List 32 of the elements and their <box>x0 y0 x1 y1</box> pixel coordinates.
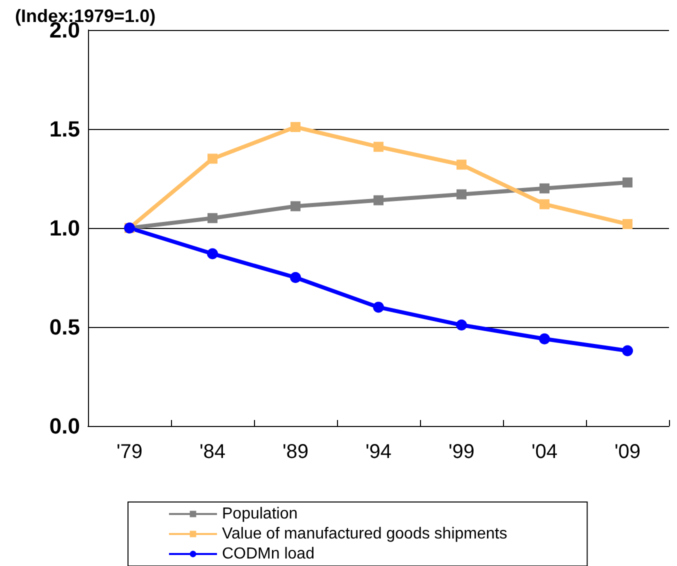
point <box>374 195 384 206</box>
point <box>540 183 550 194</box>
legend-label: CODMn load <box>222 546 314 562</box>
y-tick-label: 0.5 <box>49 314 80 340</box>
point <box>456 160 466 170</box>
point <box>622 219 632 230</box>
point <box>290 122 300 132</box>
point <box>622 177 632 188</box>
point <box>290 272 301 283</box>
point <box>539 333 550 344</box>
point <box>622 345 633 356</box>
point <box>208 154 218 164</box>
x-tick-label: '04 <box>531 441 558 463</box>
y-tick-label: 1.0 <box>49 216 80 240</box>
point <box>456 320 467 331</box>
point <box>540 199 550 210</box>
point <box>373 302 384 313</box>
legend-label: Population <box>222 506 298 522</box>
x-tick-label: '89 <box>282 441 309 463</box>
point <box>374 142 384 152</box>
point <box>290 201 300 212</box>
y-tick-label: 1.5 <box>49 116 80 142</box>
x-tick-label: '79 <box>116 441 143 463</box>
point <box>208 213 218 224</box>
x-tick-label: '94 <box>365 441 392 463</box>
point <box>456 189 466 200</box>
x-tick-label: '84 <box>199 441 226 463</box>
legend-label: Value of manufactured goods shipments <box>222 526 508 542</box>
x-tick-label: '99 <box>448 441 475 463</box>
point <box>207 248 218 260</box>
y-tick-label: 0.0 <box>49 414 80 438</box>
x-tick-label: '09 <box>614 441 641 463</box>
